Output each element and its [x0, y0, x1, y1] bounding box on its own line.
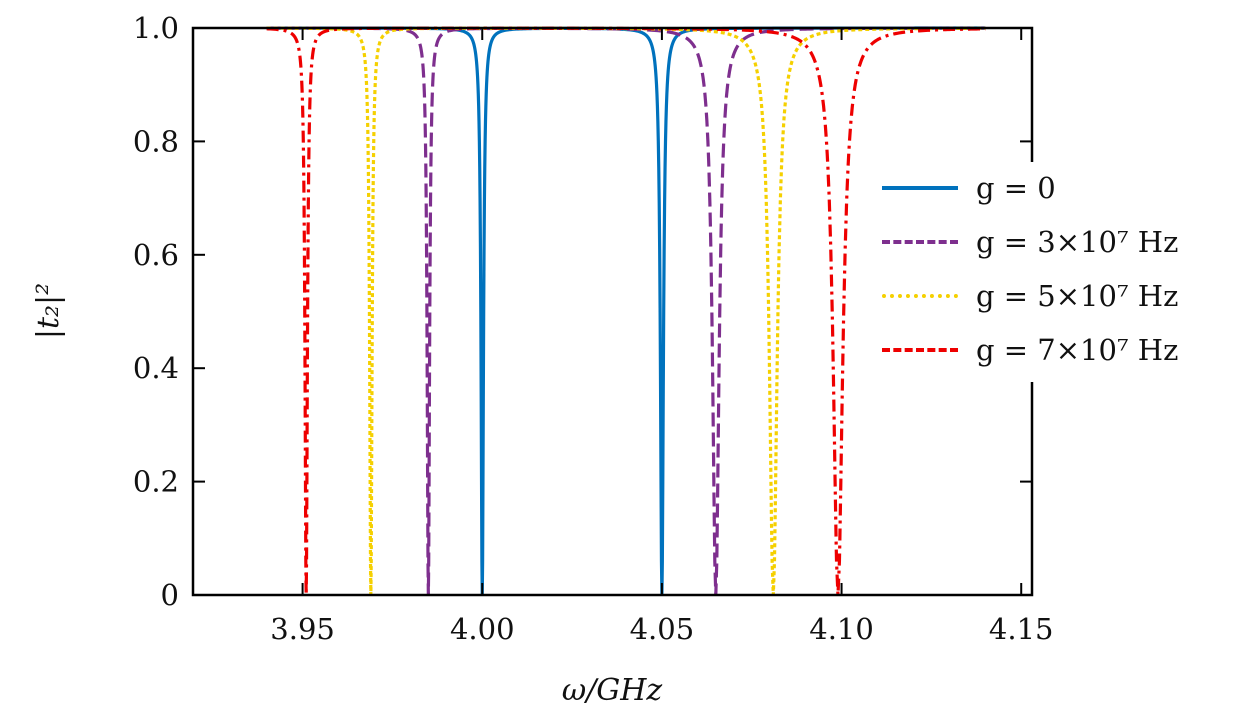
y-axis-label: |t₂|²	[31, 283, 66, 339]
y-tick-label: 0.8	[133, 124, 179, 158]
x-tick-label: 4.05	[630, 612, 695, 646]
axis-ticks: 3.95 4.00 4.05 4.10 4.15 0 0.2 0.4 0.6 0.8 1.0	[133, 11, 1054, 646]
y-tick-label: 0.2	[133, 465, 179, 499]
y-tick-label: 0.6	[133, 238, 179, 272]
x-tick-label: 4.10	[809, 612, 874, 646]
y-tick-label: 0.4	[133, 351, 179, 385]
legend: g = 0 g = 3×10⁷ Hz g = 5×10⁷ Hz g = 7×10⁷ H…	[868, 162, 1248, 382]
y-tick-label: 1.0	[133, 11, 179, 45]
x-tick-label: 4.00	[450, 612, 515, 646]
legend-label: g = 0	[976, 171, 1056, 205]
legend-label: g = 7×10⁷ Hz	[976, 333, 1179, 367]
legend-item: g = 0	[868, 168, 1056, 208]
legend-item: g = 7×10⁷ Hz	[868, 330, 1178, 370]
legend-swatch	[882, 348, 958, 352]
legend-item: g = 5×10⁷ Hz	[868, 276, 1178, 316]
y-tick-label: 0	[161, 578, 179, 612]
legend-label: g = 3×10⁷ Hz	[976, 225, 1179, 259]
x-axis-label: ω/GHz	[562, 673, 663, 708]
legend-swatch	[882, 240, 958, 244]
legend-label: g = 5×10⁷ Hz	[976, 279, 1179, 313]
legend-swatch	[882, 186, 958, 190]
x-tick-label: 3.95	[270, 612, 335, 646]
legend-swatch	[882, 294, 958, 298]
x-tick-label: 4.15	[989, 612, 1054, 646]
legend-item: g = 3×10⁷ Hz	[868, 222, 1178, 262]
